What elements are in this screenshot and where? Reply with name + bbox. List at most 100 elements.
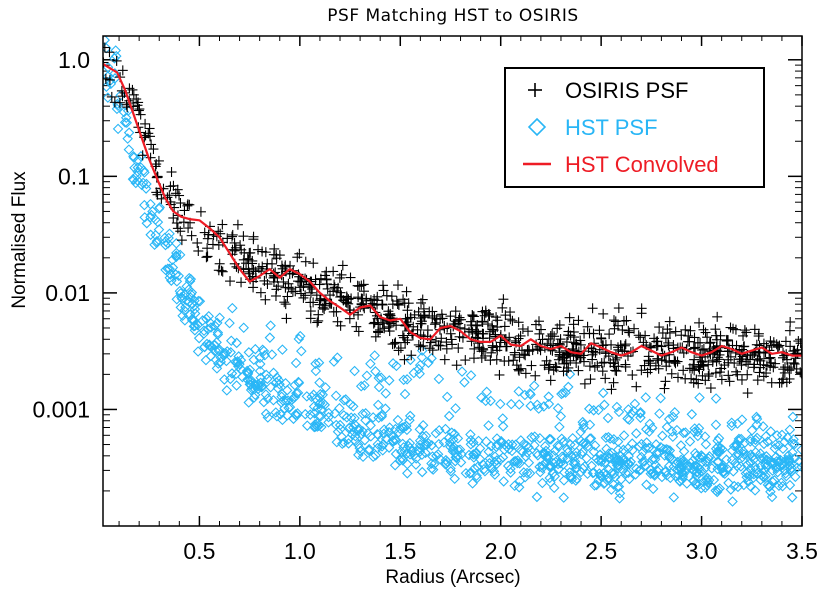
osiris-psf-point — [104, 47, 115, 58]
osiris-psf-point — [688, 377, 699, 388]
osiris-psf-point — [358, 286, 369, 297]
hst-psf-point — [271, 372, 283, 383]
osiris-psf-point — [694, 317, 705, 328]
osiris-psf-point — [430, 336, 441, 347]
hst-psf-point — [626, 408, 637, 420]
hst-psf-point — [440, 454, 452, 466]
osiris-psf-point — [555, 334, 566, 345]
osiris-psf-point — [587, 349, 598, 360]
hst-psf-point — [655, 392, 666, 404]
osiris-psf-point — [694, 364, 705, 375]
osiris-psf-point — [342, 292, 353, 303]
hst-psf-point — [741, 449, 753, 461]
osiris-psf-point — [405, 312, 416, 323]
osiris-psf-point — [568, 337, 579, 348]
hst-psf-point — [244, 364, 256, 376]
hst-psf-point — [640, 442, 651, 454]
hst-psf-point — [422, 438, 434, 449]
hst-psf-point — [485, 440, 497, 452]
osiris-psf-point — [749, 324, 760, 335]
hst-psf-point — [694, 463, 705, 474]
hst-psf-point — [123, 127, 135, 138]
hst-psf-point — [243, 397, 255, 408]
hst-psf-point — [700, 482, 711, 493]
osiris-psf-point — [214, 258, 225, 269]
hst-psf-point — [205, 350, 217, 362]
hst-psf-point — [185, 273, 197, 285]
osiris-psf-point — [716, 363, 727, 374]
osiris-psf-point — [300, 290, 311, 301]
osiris-psf-point — [300, 256, 311, 267]
osiris-psf-point — [487, 324, 498, 335]
hst-psf-point — [323, 411, 334, 423]
x-axis-ticks: 0.5 1.0 1.5 2.0 2.5 3.0 3.5 — [118, 36, 818, 564]
osiris-psf-point — [369, 294, 380, 305]
osiris-psf-point — [199, 227, 210, 238]
osiris-psf-point — [418, 331, 429, 342]
hst-psf-point — [528, 380, 540, 391]
hst-psf-point — [199, 341, 210, 353]
osiris-psf-point — [192, 237, 203, 248]
hst-psf-point — [649, 468, 660, 480]
hst-psf-point — [480, 395, 491, 407]
osiris-psf-point — [269, 243, 280, 254]
hst-psf-point — [689, 426, 700, 438]
hst-psf-point — [402, 468, 413, 479]
osiris-psf-point — [232, 219, 243, 230]
hst-psf-point — [522, 447, 533, 458]
osiris-psf-point — [771, 339, 782, 350]
hst-psf-point — [514, 458, 525, 469]
hst-psf-point — [663, 460, 675, 472]
osiris-psf-point — [736, 360, 747, 371]
osiris-psf-point — [780, 336, 791, 347]
hst-psf-point — [751, 419, 763, 431]
hst-psf-point — [444, 437, 456, 448]
osiris-psf-point — [596, 333, 607, 344]
hst-psf-point — [310, 358, 321, 370]
hst-psf-point — [523, 457, 535, 469]
hst-psf-point — [112, 123, 124, 135]
hst-psf-point — [531, 399, 543, 411]
hst-psf-point — [665, 472, 676, 484]
osiris-psf-point — [486, 347, 497, 358]
osiris-psf-point — [689, 365, 700, 376]
hst-psf-point — [786, 492, 798, 503]
osiris-psf-point — [604, 329, 615, 340]
hst-psf-point — [790, 471, 801, 483]
hst-psf-point — [343, 423, 355, 434]
hst-psf-point — [245, 384, 257, 396]
hst-psf-point — [739, 437, 751, 448]
hst-psf-point — [620, 467, 632, 479]
osiris-psf-point — [509, 347, 520, 358]
hst-psf-point — [513, 386, 525, 397]
osiris-psf-point — [785, 341, 796, 352]
osiris-psf-point — [500, 310, 511, 321]
hst-psf-point — [390, 423, 401, 435]
osiris-psf-point — [492, 315, 503, 326]
x-tick-label: 1.5 — [384, 538, 416, 564]
hst-psf-point — [728, 440, 740, 452]
hst-psf-point — [597, 387, 609, 399]
hst-psf-point — [414, 424, 426, 435]
osiris-psf-point — [132, 100, 143, 111]
hst-psf-point — [277, 414, 288, 426]
hst-psf-point — [171, 276, 183, 287]
hst-psf-point — [521, 440, 532, 451]
hst-psf-point — [589, 480, 600, 491]
osiris-psf-point — [207, 239, 218, 250]
osiris-psf-point — [624, 327, 635, 338]
osiris-psf-point — [172, 223, 183, 234]
osiris-psf-point — [262, 258, 273, 269]
osiris-psf-point — [582, 321, 593, 332]
osiris-psf-point — [660, 333, 671, 344]
hst-psf-point — [692, 430, 704, 442]
hst-psf-point — [748, 454, 760, 465]
hst-psf-point — [549, 471, 561, 482]
osiris-psf-point — [545, 375, 556, 386]
osiris-psf-point — [322, 283, 333, 294]
hst-psf-point — [323, 417, 334, 428]
osiris-psf-point — [401, 286, 412, 297]
hst-psf-point — [316, 421, 327, 433]
osiris-psf-point — [776, 377, 787, 388]
